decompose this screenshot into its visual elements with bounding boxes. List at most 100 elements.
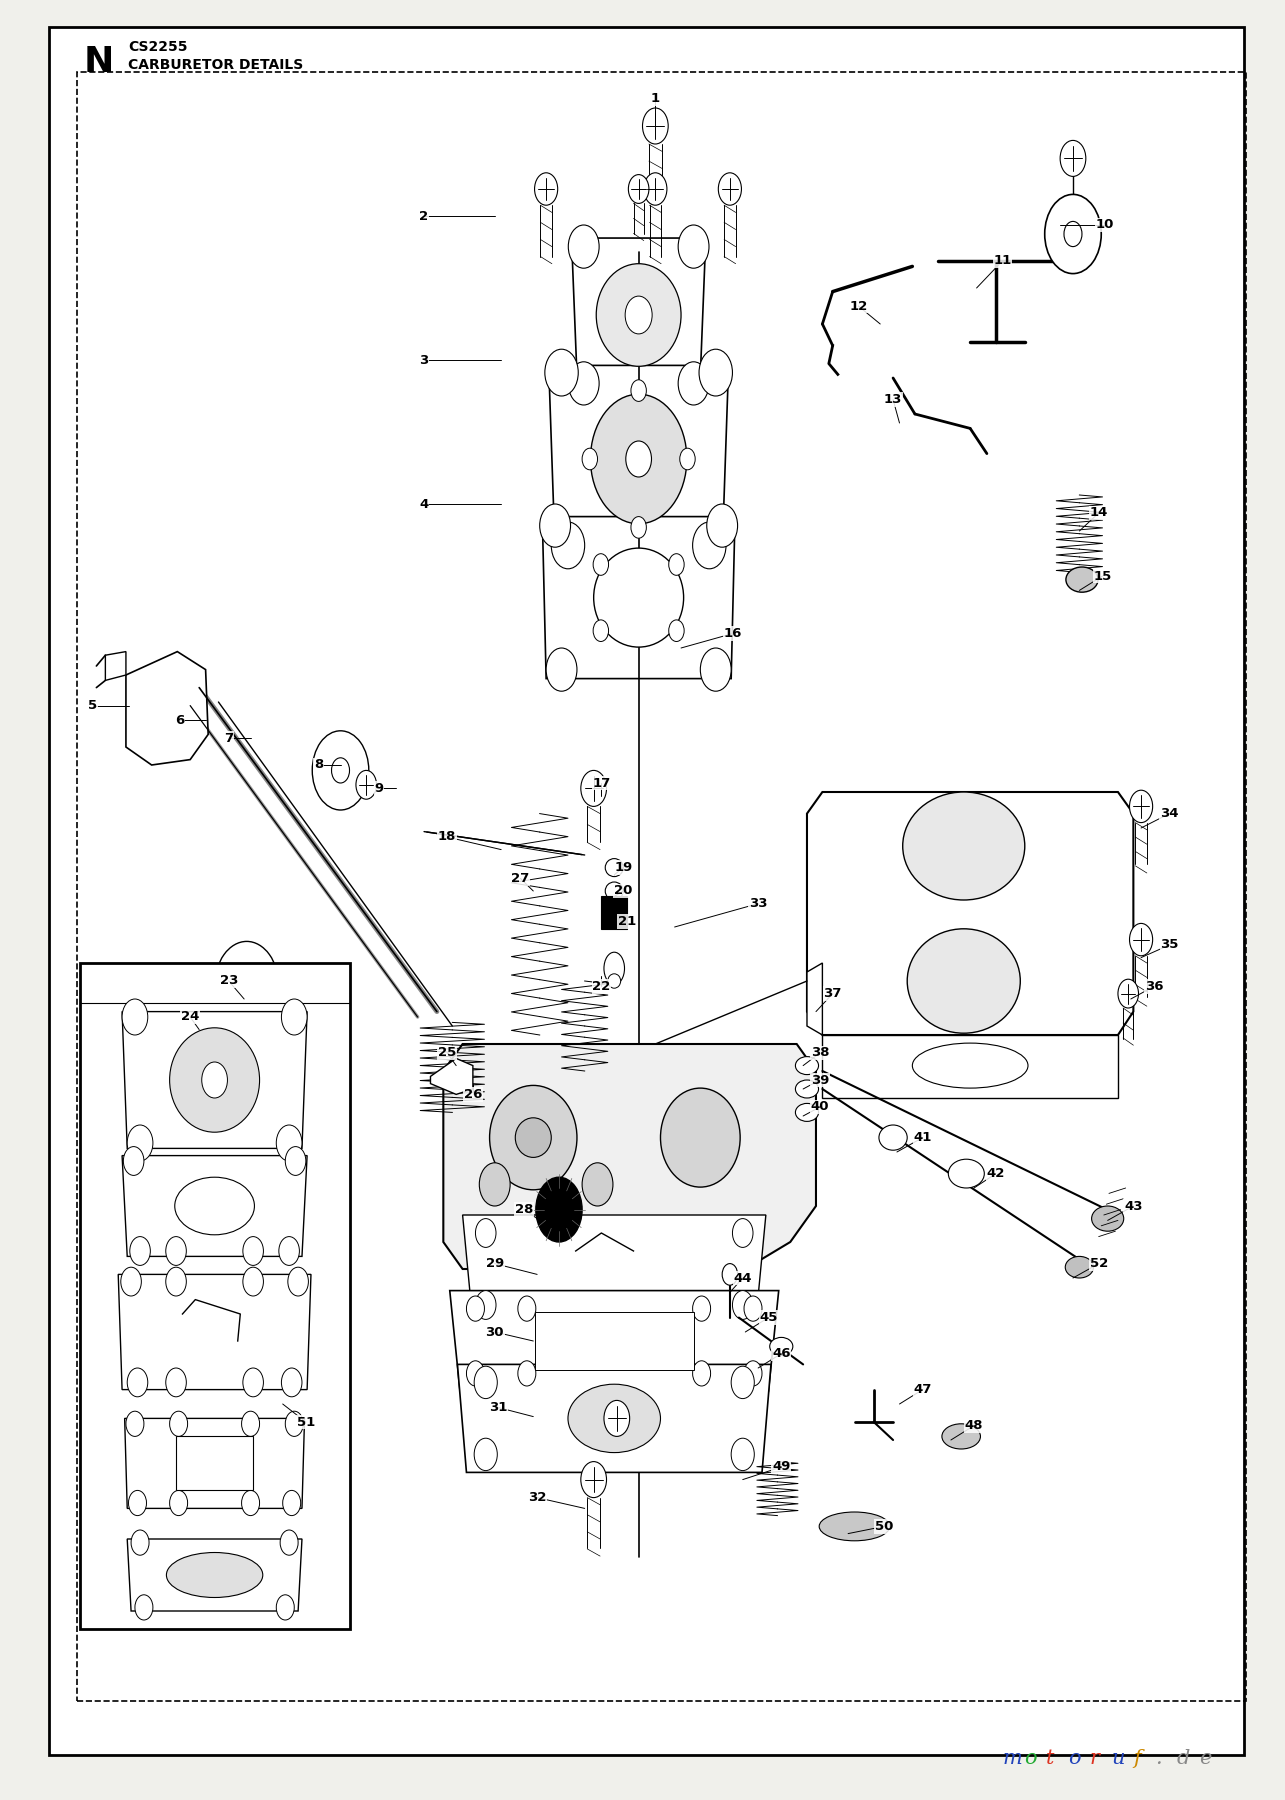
Ellipse shape xyxy=(605,882,623,900)
Text: m: m xyxy=(1002,1748,1022,1768)
Circle shape xyxy=(545,349,578,396)
Text: 28: 28 xyxy=(515,1202,533,1217)
Circle shape xyxy=(582,448,598,470)
Text: u: u xyxy=(1112,1748,1126,1768)
Circle shape xyxy=(243,1237,263,1265)
Circle shape xyxy=(540,504,571,547)
Circle shape xyxy=(1118,979,1139,1008)
Circle shape xyxy=(518,1296,536,1321)
Bar xyxy=(176,1436,253,1490)
Text: f: f xyxy=(1133,1748,1141,1768)
Text: 41: 41 xyxy=(914,1130,932,1145)
Text: 45: 45 xyxy=(759,1310,777,1325)
Text: 11: 11 xyxy=(993,254,1011,268)
Text: t: t xyxy=(1046,1748,1055,1768)
Polygon shape xyxy=(457,1364,771,1472)
Circle shape xyxy=(243,1267,263,1296)
Polygon shape xyxy=(807,792,1133,1035)
Ellipse shape xyxy=(1065,1256,1094,1278)
Circle shape xyxy=(700,648,731,691)
Ellipse shape xyxy=(166,1552,262,1598)
Text: 4: 4 xyxy=(419,497,429,511)
Polygon shape xyxy=(125,1418,305,1508)
Text: 10: 10 xyxy=(1096,218,1114,232)
Circle shape xyxy=(170,1411,188,1436)
Circle shape xyxy=(475,1219,496,1247)
Circle shape xyxy=(126,1411,144,1436)
Circle shape xyxy=(234,968,260,1004)
Text: o: o xyxy=(1024,1748,1037,1768)
Text: 43: 43 xyxy=(1124,1199,1142,1213)
Polygon shape xyxy=(118,1274,311,1390)
Text: CS2255: CS2255 xyxy=(128,40,188,54)
Circle shape xyxy=(281,1368,302,1397)
Text: .: . xyxy=(1155,1748,1162,1768)
Text: 18: 18 xyxy=(438,830,456,844)
Circle shape xyxy=(279,1237,299,1265)
Circle shape xyxy=(680,448,695,470)
Text: 25: 25 xyxy=(438,1046,456,1060)
Circle shape xyxy=(466,1296,484,1321)
Bar xyxy=(601,896,627,929)
Ellipse shape xyxy=(596,265,681,367)
Ellipse shape xyxy=(770,1337,793,1355)
Polygon shape xyxy=(127,1539,302,1611)
Circle shape xyxy=(668,619,684,641)
Text: 23: 23 xyxy=(220,974,238,988)
Text: 31: 31 xyxy=(490,1400,508,1415)
Text: 44: 44 xyxy=(734,1271,752,1285)
Circle shape xyxy=(626,295,651,335)
Circle shape xyxy=(135,1595,153,1620)
Text: 13: 13 xyxy=(884,392,902,407)
Circle shape xyxy=(285,1147,306,1175)
Ellipse shape xyxy=(660,1087,740,1188)
Circle shape xyxy=(130,1237,150,1265)
Ellipse shape xyxy=(879,1125,907,1150)
Circle shape xyxy=(732,1291,753,1319)
Circle shape xyxy=(276,1125,302,1161)
Ellipse shape xyxy=(948,1159,984,1188)
Circle shape xyxy=(644,173,667,205)
Text: r: r xyxy=(1090,1748,1100,1768)
Bar xyxy=(535,1312,694,1370)
Circle shape xyxy=(127,1368,148,1397)
Ellipse shape xyxy=(608,974,621,988)
Circle shape xyxy=(1060,140,1086,176)
Circle shape xyxy=(693,1361,711,1386)
Circle shape xyxy=(699,349,732,396)
Ellipse shape xyxy=(907,929,1020,1033)
Circle shape xyxy=(280,1530,298,1555)
Circle shape xyxy=(166,1368,186,1397)
Ellipse shape xyxy=(594,547,684,646)
Text: 15: 15 xyxy=(1094,569,1112,583)
Polygon shape xyxy=(542,517,735,679)
Circle shape xyxy=(518,1361,536,1386)
Text: 52: 52 xyxy=(1090,1256,1108,1271)
Text: 36: 36 xyxy=(1145,979,1163,994)
Bar xyxy=(80,963,350,1629)
Circle shape xyxy=(242,1411,260,1436)
Text: 39: 39 xyxy=(811,1073,829,1087)
Circle shape xyxy=(1130,790,1153,823)
Polygon shape xyxy=(122,1156,307,1256)
Circle shape xyxy=(479,1163,510,1206)
Text: 29: 29 xyxy=(486,1256,504,1271)
Text: 17: 17 xyxy=(592,776,610,790)
Polygon shape xyxy=(430,1058,473,1094)
Text: 37: 37 xyxy=(824,986,842,1001)
Text: CARBURETOR DETAILS: CARBURETOR DETAILS xyxy=(128,58,303,72)
Ellipse shape xyxy=(568,1384,660,1453)
Ellipse shape xyxy=(820,1512,891,1541)
Circle shape xyxy=(1064,221,1082,247)
Circle shape xyxy=(1130,923,1153,956)
Text: 19: 19 xyxy=(614,860,632,875)
Circle shape xyxy=(581,1462,607,1498)
Circle shape xyxy=(121,1267,141,1296)
Text: 14: 14 xyxy=(1090,506,1108,520)
Circle shape xyxy=(732,1219,753,1247)
Circle shape xyxy=(170,1490,188,1516)
Circle shape xyxy=(731,1366,754,1399)
Ellipse shape xyxy=(795,1080,819,1098)
Circle shape xyxy=(628,175,649,203)
Circle shape xyxy=(568,225,599,268)
